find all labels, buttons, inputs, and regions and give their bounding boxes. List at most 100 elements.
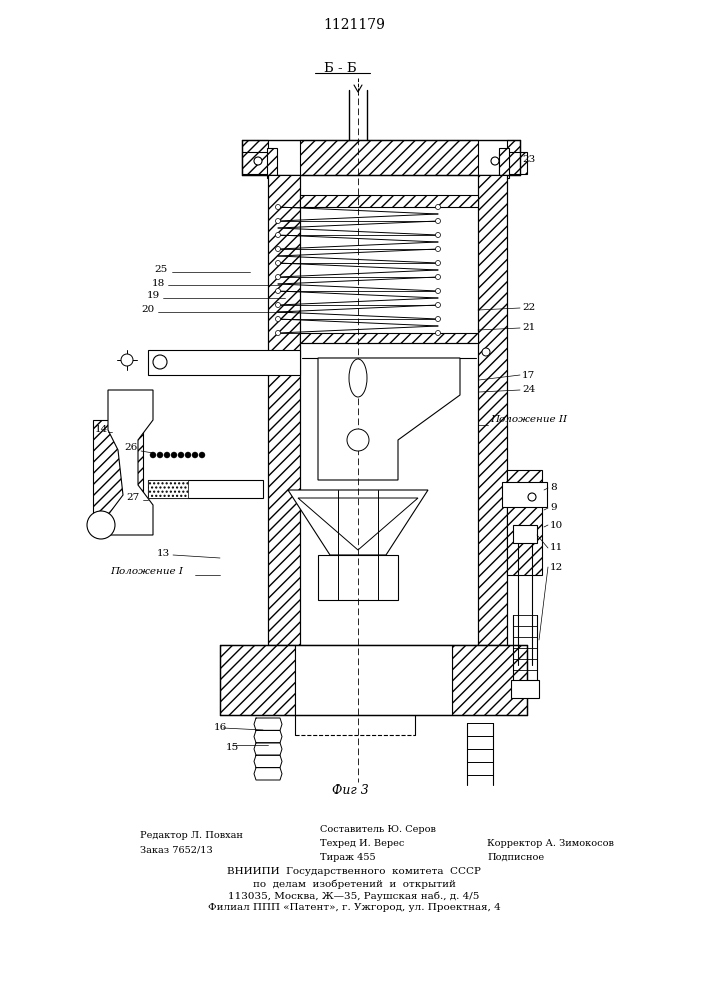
Circle shape (171, 452, 177, 458)
Polygon shape (298, 498, 418, 550)
Circle shape (347, 429, 369, 451)
Bar (220, 645, 295, 715)
Bar (300, 195, 478, 207)
Text: 9: 9 (550, 504, 556, 512)
Circle shape (436, 219, 440, 224)
Ellipse shape (349, 359, 367, 397)
Text: 12: 12 (550, 562, 563, 572)
Text: 11: 11 (550, 544, 563, 552)
Text: 22: 22 (522, 304, 535, 312)
Circle shape (276, 232, 281, 237)
Circle shape (482, 348, 490, 356)
Circle shape (436, 316, 440, 322)
Bar (148, 480, 188, 498)
Circle shape (436, 260, 440, 265)
Text: 19: 19 (147, 292, 160, 300)
Circle shape (276, 330, 281, 336)
Text: 113035, Москва, Ж—35, Раушская наб., д. 4/5: 113035, Москва, Ж—35, Раушская наб., д. … (228, 891, 479, 901)
Circle shape (436, 288, 440, 294)
Text: Положение I: Положение I (110, 568, 183, 576)
Circle shape (491, 157, 499, 165)
Circle shape (276, 274, 281, 279)
Text: 10: 10 (550, 520, 563, 530)
Text: Заказ 7652/13: Заказ 7652/13 (140, 846, 213, 854)
Text: 21: 21 (522, 324, 535, 332)
Bar (242, 152, 270, 174)
Circle shape (528, 493, 536, 501)
Text: по  делам  изобретений  и  открытий: по делам изобретений и открытий (252, 879, 455, 889)
Text: 17: 17 (522, 370, 535, 379)
Circle shape (436, 302, 440, 308)
Text: 16: 16 (214, 724, 227, 732)
Text: 23: 23 (522, 155, 535, 164)
Bar (507, 470, 542, 575)
Text: Редактор Л. Повхан: Редактор Л. Повхан (140, 832, 243, 840)
Circle shape (276, 288, 281, 294)
Text: Положение II: Положение II (490, 416, 567, 424)
Bar (511, 680, 539, 698)
Circle shape (276, 316, 281, 322)
Circle shape (199, 452, 205, 458)
Text: 24: 24 (522, 385, 535, 394)
Circle shape (276, 205, 281, 210)
Circle shape (87, 511, 115, 539)
Bar (148, 350, 300, 375)
Circle shape (436, 205, 440, 210)
Circle shape (436, 274, 440, 279)
Bar (267, 148, 277, 178)
Circle shape (164, 452, 170, 458)
Text: 27: 27 (127, 493, 140, 502)
Circle shape (436, 330, 440, 336)
Bar (93, 420, 143, 515)
Circle shape (276, 260, 281, 265)
Text: 18: 18 (152, 278, 165, 288)
Polygon shape (288, 490, 428, 555)
Text: Филиал ППП «Патент», г. Ужгород, ул. Проектная, 4: Филиал ППП «Патент», г. Ужгород, ул. Про… (208, 904, 501, 912)
Circle shape (150, 452, 156, 458)
Circle shape (157, 452, 163, 458)
Circle shape (192, 452, 198, 458)
Bar (268, 175, 300, 645)
Circle shape (185, 452, 191, 458)
Text: ВНИИПИ  Государственного  комитета  СССР: ВНИИПИ Государственного комитета СССР (227, 867, 481, 876)
Bar (513, 525, 537, 543)
Circle shape (178, 452, 184, 458)
Text: Б - Б: Б - Б (324, 62, 356, 75)
Bar (148, 480, 263, 498)
Bar (499, 152, 527, 174)
Polygon shape (108, 390, 153, 535)
Circle shape (153, 355, 167, 369)
Bar (499, 148, 509, 178)
Circle shape (436, 246, 440, 251)
Bar (452, 645, 527, 715)
Bar (295, 645, 452, 715)
Bar (300, 140, 478, 175)
Circle shape (436, 232, 440, 237)
Text: 13: 13 (157, 548, 170, 558)
Circle shape (276, 302, 281, 308)
Bar (242, 140, 268, 175)
Text: 20: 20 (141, 304, 155, 314)
Text: Техред И. Верес: Техред И. Верес (320, 838, 404, 848)
Bar (502, 482, 547, 507)
Bar (507, 140, 520, 175)
Polygon shape (318, 358, 460, 480)
Circle shape (276, 219, 281, 224)
Text: Тираж 455: Тираж 455 (320, 852, 375, 861)
Bar (300, 333, 478, 343)
Text: 14: 14 (95, 426, 108, 434)
Circle shape (121, 354, 133, 366)
Text: Подписное: Подписное (487, 852, 544, 861)
Text: 25: 25 (155, 265, 168, 274)
Text: 1121179: 1121179 (323, 18, 385, 32)
Text: 26: 26 (124, 444, 138, 452)
Circle shape (276, 246, 281, 251)
Text: 8: 8 (550, 484, 556, 492)
Text: 15: 15 (226, 744, 239, 752)
Polygon shape (318, 555, 398, 600)
Text: Составитель Ю. Серов: Составитель Ю. Серов (320, 824, 436, 834)
Circle shape (254, 157, 262, 165)
Text: Корректор А. Зимокосов: Корректор А. Зимокосов (487, 838, 614, 848)
Text: Фиг 3: Фиг 3 (332, 784, 368, 796)
Bar (478, 175, 507, 645)
